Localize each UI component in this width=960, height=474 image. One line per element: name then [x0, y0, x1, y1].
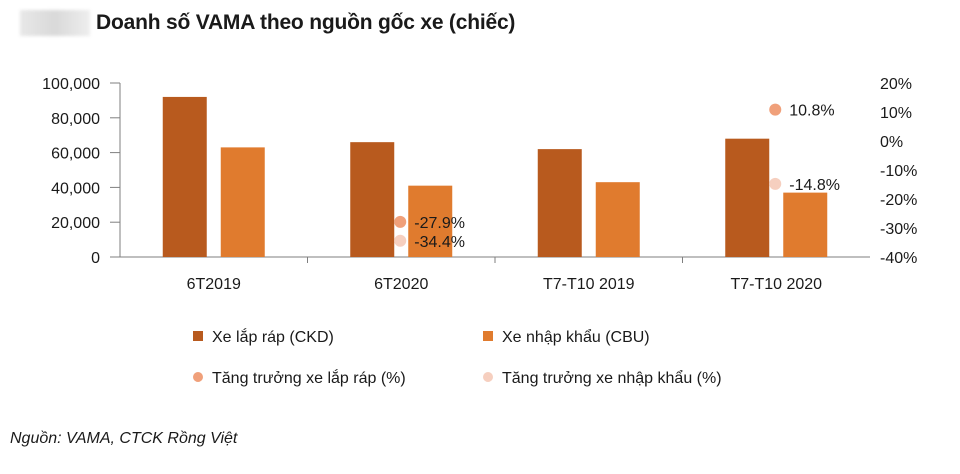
legend-item-growth-cbu-label: Tăng trưởng xe nhập khẩu (%) [502, 369, 722, 387]
right-axis-tick-label: -30% [880, 221, 917, 238]
growth-cbu-point [394, 234, 407, 247]
right-axis-tick-label: -10% [880, 163, 917, 180]
bar-cbu [783, 192, 828, 257]
source-note: Nguồn: VAMA, CTCK Rồng Việt [10, 430, 238, 447]
legend-item-growth-ckd-label: Tăng trưởng xe lắp ráp (%) [212, 368, 406, 387]
bar-ckd [162, 96, 207, 257]
bar-ckd [350, 142, 395, 257]
chart-canvas: 0 20,000 40,000 60,000 80,000 100,000 -40% -30%… [42, 76, 917, 387]
growth-cbu-point [769, 177, 782, 190]
point-data-label: -27.9% [414, 215, 465, 232]
legend-item-cbu-label: Xe nhập khẩu (CBU) [502, 328, 650, 346]
legend-item-cbu-swatch [483, 331, 493, 341]
right-axis-tick-label: 10% [880, 105, 912, 122]
growth-ckd-point [769, 103, 782, 116]
right-axis-tick-label: -20% [880, 192, 917, 209]
legend-item-growth-ckd-swatch [193, 372, 203, 382]
point-data-label: 10.8% [789, 103, 834, 120]
legend-item-growth-cbu-swatch [483, 372, 493, 382]
chart-title: Doanh số VAMA theo nguồn gốc xe (chiếc) [96, 11, 516, 34]
left-axis-tick-label: 40,000 [51, 180, 100, 197]
legend-item-ckd-swatch [193, 331, 203, 341]
bar-cbu [220, 147, 265, 257]
left-axis-tick-label: 60,000 [51, 146, 100, 163]
growth-ckd-point [394, 215, 407, 228]
bar-ckd [725, 138, 770, 257]
left-axis-tick-label: 20,000 [51, 215, 100, 232]
right-axis-tick-label: 0% [880, 134, 903, 151]
bar-cbu [408, 185, 453, 257]
point-data-label: -14.8% [789, 177, 840, 194]
left-axis-tick-label: 0 [91, 250, 100, 267]
x-axis-tick-label: T7-T10 2019 [543, 276, 635, 293]
right-axis-tick-label: 20% [880, 76, 912, 93]
right-axis-tick-label: -40% [880, 250, 917, 267]
bar-ckd [537, 149, 582, 257]
x-axis-tick-label: 6T2019 [187, 276, 241, 293]
x-axis-tick-label: 6T2020 [374, 276, 428, 293]
blurred-logo [20, 10, 90, 36]
left-axis-tick-label: 100,000 [42, 76, 100, 93]
point-data-label: -34.4% [414, 234, 465, 251]
title-row: Doanh số VAMA theo nguồn gốc xe (chiếc) [20, 6, 515, 40]
legend-item-ckd-label: Xe lắp ráp (CKD) [212, 327, 334, 346]
left-axis-tick-label: 80,000 [51, 111, 100, 128]
bar-cbu [595, 182, 640, 257]
x-axis-tick-label: T7-T10 2020 [730, 276, 822, 293]
